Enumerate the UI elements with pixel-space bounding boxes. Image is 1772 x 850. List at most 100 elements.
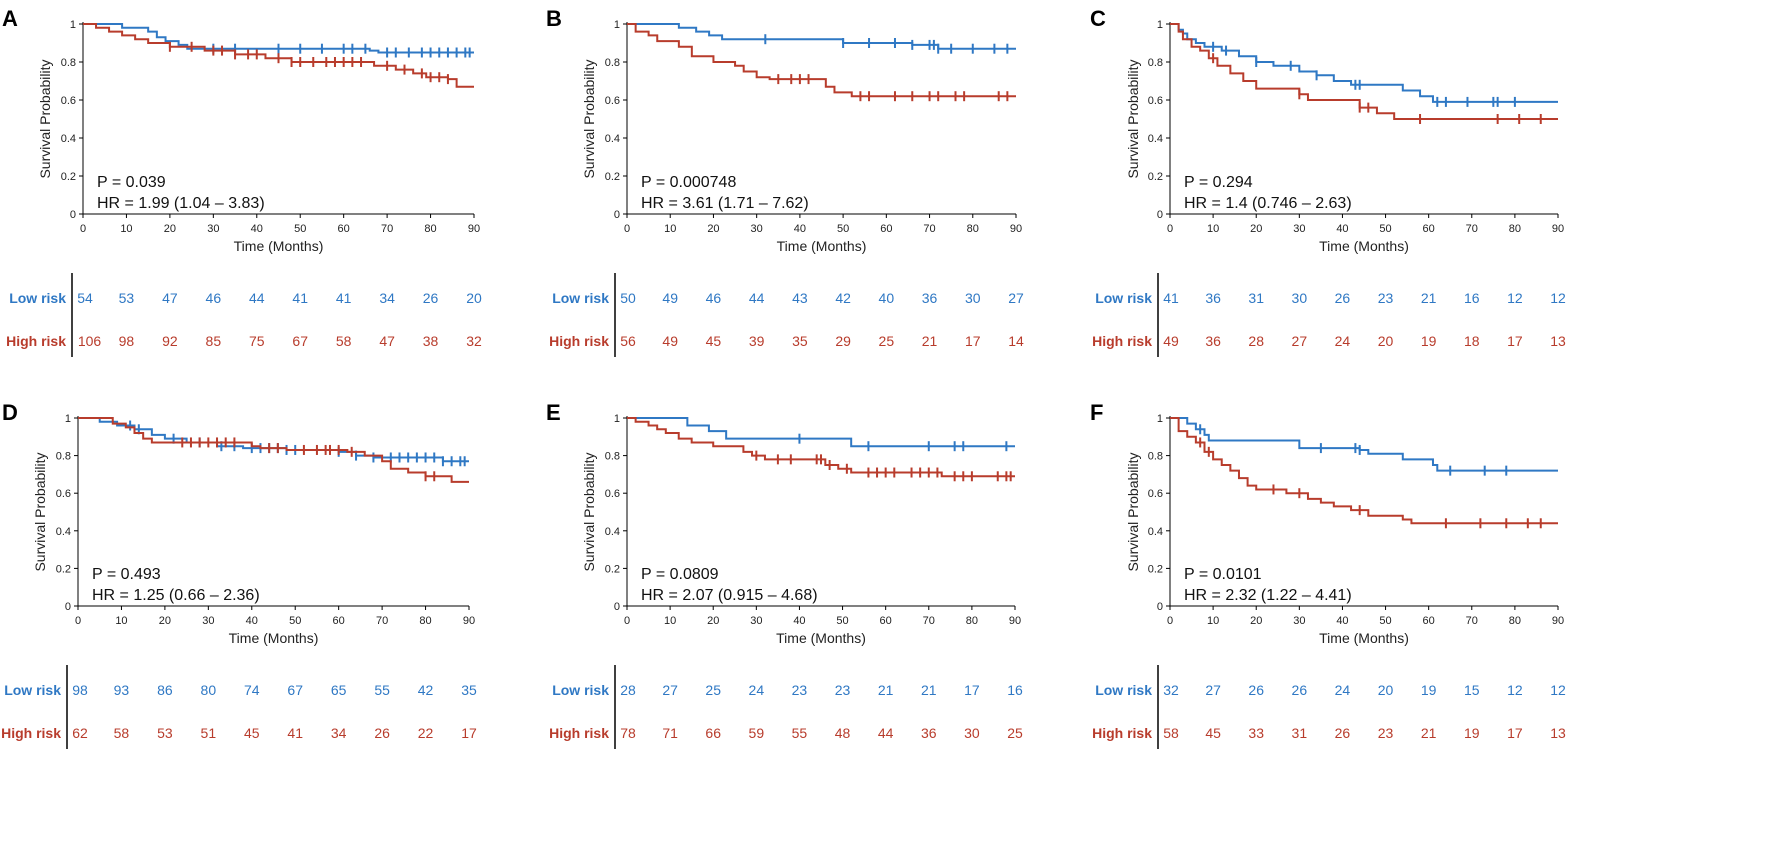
x-tick-label: 0	[1167, 615, 1173, 627]
at-risk-high-count: 45	[244, 725, 260, 741]
at-risk-high-count: 25	[1007, 725, 1023, 741]
at-risk-high-count: 62	[72, 725, 88, 741]
at-risk-low-count: 41	[336, 290, 352, 306]
panel-letter: D	[2, 400, 18, 425]
at-risk-high-count: 30	[964, 725, 980, 741]
hazard-ratio-text: HR = 1.99 (1.04 – 3.83)	[97, 195, 265, 212]
hazard-ratio-text: HR = 3.61 (1.71 – 7.62)	[641, 195, 809, 212]
at-risk-low-count: 46	[206, 290, 222, 306]
y-tick-label: 0	[614, 601, 620, 613]
y-tick-label: 0.2	[1148, 171, 1163, 183]
y-axis-label: Survival Probability	[581, 59, 597, 178]
km-curve-high-risk	[627, 417, 1015, 478]
x-tick-label: 80	[419, 615, 431, 627]
at-risk-high-count: 49	[662, 333, 678, 349]
at-risk-high-count: 44	[878, 725, 894, 741]
at-risk-low-count: 36	[1205, 290, 1221, 306]
y-tick-label: 0.2	[1148, 563, 1163, 575]
at-risk-low-count: 23	[1378, 290, 1394, 306]
at-risk-high-count: 55	[792, 725, 808, 741]
x-tick-label: 20	[1250, 223, 1262, 235]
x-tick-label: 30	[207, 223, 219, 235]
at-risk-low-count: 15	[1464, 682, 1480, 698]
x-tick-label: 60	[1423, 223, 1435, 235]
at-risk-low-count: 50	[620, 290, 636, 306]
at-risk-low-count: 42	[418, 682, 434, 698]
at-risk-high-count: 26	[1335, 725, 1351, 741]
at-risk-low-count: 24	[1335, 682, 1351, 698]
at-risk-high-count: 75	[249, 333, 265, 349]
at-risk-high-count: 38	[423, 333, 439, 349]
y-tick-label: 0	[65, 601, 71, 613]
p-value-text: P = 0.0809	[641, 566, 719, 583]
y-tick-label: 1	[1157, 413, 1163, 425]
x-tick-label: 60	[333, 615, 345, 627]
x-tick-label: 90	[1010, 223, 1022, 235]
x-tick-label: 50	[289, 615, 301, 627]
at-risk-high-count: 17	[1507, 725, 1523, 741]
panel-letter: E	[546, 400, 561, 425]
y-tick-label: 1	[65, 413, 71, 425]
at-risk-low-count: 42	[835, 290, 851, 306]
y-tick-label: 0.4	[1148, 526, 1163, 538]
y-tick-label: 0	[70, 209, 76, 221]
at-risk-low-count: 44	[249, 290, 265, 306]
y-tick-label: 1	[614, 19, 620, 31]
panel-c: C 0 10 20 30 40 50 60 70 80 90 0 0.2 0.4 0.6 0.8 1 Time (…	[1090, 6, 1566, 357]
at-risk-high-count: 22	[418, 725, 434, 741]
at-risk-high-count: 34	[331, 725, 347, 741]
p-value-text: P = 0.294	[1184, 174, 1253, 191]
panel-d: D 0 10 20 30 40 50 60 70 80 90 0 0.2 0.4 0.6 0.8 1 Time (…	[1, 400, 477, 749]
at-risk-high-count: 24	[1335, 333, 1351, 349]
x-tick-label: 60	[1423, 615, 1435, 627]
x-tick-label: 0	[1167, 223, 1173, 235]
at-risk-high-count: 19	[1421, 333, 1437, 349]
at-risk-low-count: 21	[1421, 290, 1437, 306]
at-risk-low-count: 16	[1464, 290, 1480, 306]
at-risk-low-count: 26	[1292, 682, 1308, 698]
at-risk-high-count: 13	[1550, 333, 1566, 349]
at-risk-low-count: 80	[201, 682, 217, 698]
km-curve-low-risk	[627, 417, 1015, 448]
at-risk-high-count: 53	[157, 725, 173, 741]
y-tick-label: 1	[1157, 19, 1163, 31]
at-risk-low-count: 28	[620, 682, 636, 698]
at-risk-high-count: 36	[921, 725, 937, 741]
at-risk-low-count: 26	[1248, 682, 1264, 698]
at-risk-high-count: 51	[201, 725, 217, 741]
x-tick-label: 70	[923, 223, 935, 235]
panel-letter: F	[1090, 400, 1103, 425]
at-risk-low-count: 23	[792, 682, 808, 698]
y-tick-label: 0	[1157, 601, 1163, 613]
p-value-text: P = 0.0101	[1184, 566, 1262, 583]
x-tick-label: 50	[837, 223, 849, 235]
at-risk-high-count: 13	[1550, 725, 1566, 741]
at-risk-high-count: 47	[379, 333, 395, 349]
x-tick-label: 30	[751, 223, 763, 235]
y-tick-label: 0.8	[1148, 451, 1163, 463]
x-tick-label: 20	[164, 223, 176, 235]
at-risk-low-count: 54	[77, 290, 93, 306]
at-risk-high-count: 49	[1163, 333, 1179, 349]
x-tick-label: 60	[880, 223, 892, 235]
x-tick-label: 70	[923, 615, 935, 627]
km-curve-high-risk	[78, 417, 469, 483]
p-value-text: P = 0.000748	[641, 174, 736, 191]
km-curve-low-risk	[83, 23, 474, 54]
at-risk-high-count: 67	[292, 333, 308, 349]
risk-label-high: High risk	[6, 333, 66, 349]
at-risk-high-count: 14	[1008, 333, 1024, 349]
at-risk-low-count: 20	[1378, 682, 1394, 698]
at-risk-low-count: 47	[162, 290, 178, 306]
at-risk-high-count: 56	[620, 333, 636, 349]
at-risk-high-count: 25	[879, 333, 895, 349]
x-tick-label: 20	[707, 223, 719, 235]
km-curve-low-risk	[1170, 417, 1558, 472]
at-risk-low-count: 30	[965, 290, 981, 306]
at-risk-high-count: 33	[1248, 725, 1264, 741]
y-tick-label: 0.6	[56, 488, 71, 500]
at-risk-high-count: 92	[162, 333, 178, 349]
at-risk-low-count: 17	[964, 682, 980, 698]
x-axis-label: Time (Months)	[1319, 238, 1409, 254]
x-axis-label: Time (Months)	[1319, 630, 1409, 646]
